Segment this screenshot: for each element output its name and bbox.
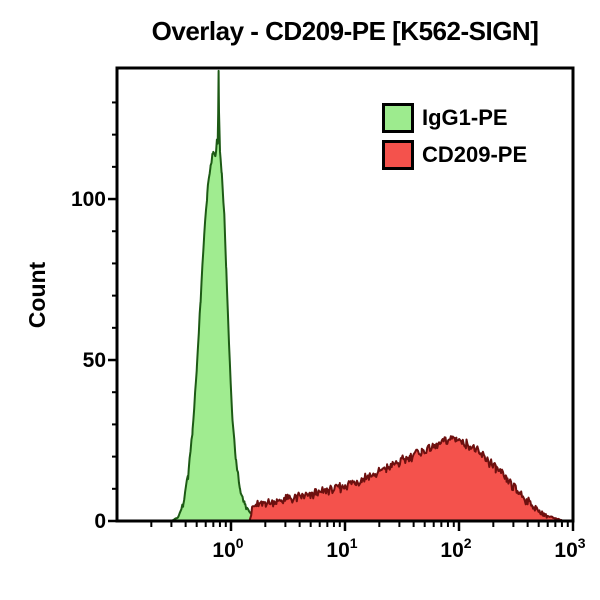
x-tick-exponent: 1 — [350, 535, 358, 551]
x-tick-exponent: 3 — [578, 535, 586, 551]
series-area-cd209-pe — [248, 435, 566, 522]
x-tick-exponent: 2 — [464, 535, 472, 551]
x-tick-exponent: 0 — [236, 535, 244, 551]
x-tick-label: 100 — [212, 535, 243, 562]
y-tick-labels: 0 50 100 — [71, 188, 106, 533]
legend-item-label: CD209-PE — [422, 142, 528, 167]
y-tick-label: 50 — [83, 349, 106, 372]
x-tick-base: 10 — [440, 539, 463, 562]
plot-frame — [115, 66, 575, 523]
legend-item: IgG1-PE — [382, 103, 527, 133]
x-tick-base: 10 — [554, 539, 577, 562]
legend: IgG1-PE CD209-PE — [382, 103, 527, 177]
series-area-igg1-pe — [170, 69, 264, 522]
chart-title: Overlay - CD209-PE [K562-SIGN] — [151, 16, 539, 46]
series-layer — [170, 69, 566, 522]
plot-frame-rect — [115, 66, 575, 523]
x-tick-labels: 100 101 102 103 — [212, 535, 585, 562]
legend-item: CD209-PE — [382, 140, 527, 170]
y-tick-label: 100 — [71, 188, 106, 211]
x-tick-label: 102 — [440, 535, 471, 562]
axis-ticks — [108, 101, 575, 531]
x-tick-label: 103 — [554, 535, 585, 562]
x-tick-label: 101 — [326, 535, 357, 562]
y-tick-label: 0 — [94, 510, 106, 533]
x-tick-base: 10 — [212, 539, 235, 562]
legend-item-label: IgG1-PE — [422, 105, 508, 130]
x-tick-base: 10 — [326, 539, 349, 562]
legend-swatch-igg1-pe-icon — [382, 103, 414, 133]
legend-swatch-cd209-pe-icon — [382, 140, 414, 170]
